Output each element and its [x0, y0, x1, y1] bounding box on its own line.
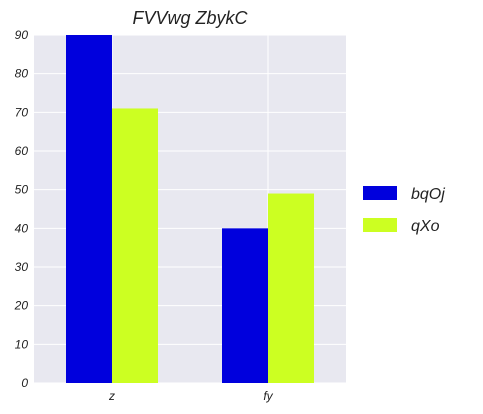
y-tick-label: 40 — [15, 221, 29, 235]
bar — [112, 108, 158, 383]
legend-label: qXo — [411, 218, 440, 235]
y-tick-label: 80 — [15, 67, 29, 81]
y-tick-label: 90 — [15, 28, 29, 42]
legend-label: bqOj — [411, 186, 445, 203]
bar — [268, 193, 314, 383]
legend-swatch — [363, 186, 397, 200]
x-tick-label: z — [108, 389, 115, 403]
x-tick-label: fy — [263, 389, 273, 403]
y-tick-label: 30 — [15, 260, 29, 274]
y-tick-label: 20 — [14, 299, 29, 313]
y-tick-label: 10 — [15, 337, 29, 351]
bar — [222, 228, 268, 383]
y-tick-label: 70 — [15, 105, 29, 119]
legend-swatch — [363, 218, 397, 232]
y-tick-label: 50 — [15, 183, 29, 197]
chart-title: FVVwg ZbykC — [132, 8, 248, 28]
bar — [66, 35, 112, 383]
y-tick-label: 60 — [15, 144, 29, 158]
y-tick-label: 0 — [21, 376, 28, 390]
